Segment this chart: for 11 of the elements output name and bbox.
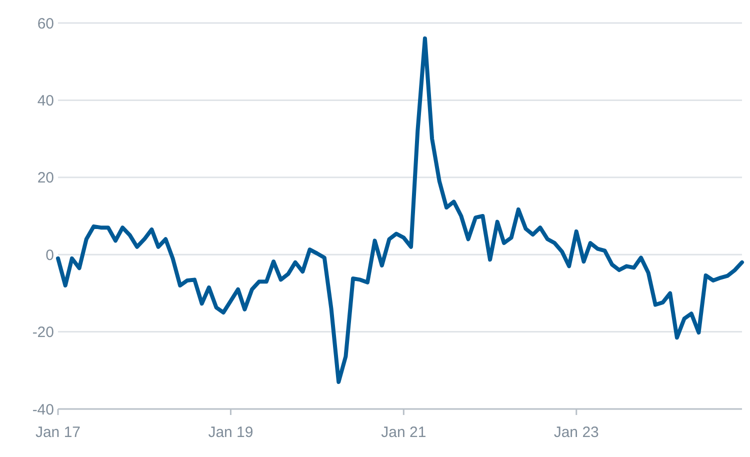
- x-tick-label: Jan 21: [381, 424, 426, 441]
- x-tick-label: Jan 17: [35, 424, 81, 441]
- line-series: [56, 36, 744, 384]
- y-tick-label: 0: [46, 246, 54, 264]
- x-tick-label: Jan 19: [208, 424, 254, 441]
- x-tick-label: Jan 23: [554, 424, 599, 441]
- y-tick-label: 60: [37, 15, 54, 32]
- y-tick-label: 40: [37, 92, 54, 110]
- y-tick-label: -40: [32, 401, 54, 418]
- y-tick-label: -20: [32, 324, 54, 342]
- y-tick-label: 20: [37, 170, 54, 187]
